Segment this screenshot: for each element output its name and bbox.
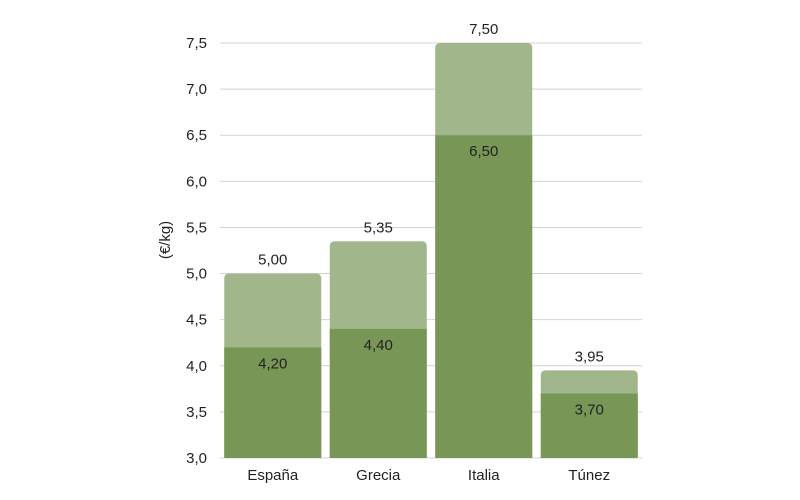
data-label-upper: 5,00 xyxy=(258,252,287,269)
x-axis-categories: España Grecia Italia Túnez xyxy=(247,467,610,484)
data-label-lower: 4,40 xyxy=(364,337,393,354)
y-tick-label: 5,5 xyxy=(186,219,207,236)
data-label-lower: 4,20 xyxy=(258,355,287,372)
bar-lower-túnez xyxy=(540,393,638,458)
data-label-upper: 3,95 xyxy=(575,348,604,365)
y-tick-label: 3,0 xyxy=(186,450,207,467)
y-tick-label: 6,5 xyxy=(186,127,207,144)
data-label-upper: 5,35 xyxy=(364,219,393,236)
y-axis-title: (€/kg) xyxy=(157,221,174,259)
data-label-lower: 6,50 xyxy=(469,143,498,160)
data-label-upper: 7,50 xyxy=(469,21,498,38)
x-category-label: Túnez xyxy=(568,467,610,484)
data-labels: 5,00 4,20 5,35 4,40 7,50 6,50 3,95 3,70 xyxy=(258,21,604,418)
y-tick-label: 4,5 xyxy=(186,312,207,329)
bar-lower-grecia xyxy=(329,328,427,458)
x-category-label: España xyxy=(247,467,299,484)
y-axis-ticks: 3,0 3,5 4,0 4,5 5,0 5,5 6,0 6,5 7,0 7,5 xyxy=(186,35,207,467)
y-tick-label: 3,5 xyxy=(186,404,207,421)
x-category-label: Italia xyxy=(468,467,500,484)
x-category-label: Grecia xyxy=(356,467,401,484)
bars xyxy=(224,43,638,458)
y-tick-label: 6,0 xyxy=(186,173,207,190)
y-tick-label: 4,0 xyxy=(186,358,207,375)
y-tick-label: 7,0 xyxy=(186,81,207,98)
data-label-lower: 3,70 xyxy=(575,401,604,418)
bar-lower-españa xyxy=(224,347,322,458)
y-tick-label: 5,0 xyxy=(186,266,207,283)
y-tick-label: 7,5 xyxy=(186,35,207,52)
bar-lower-italia xyxy=(435,135,533,458)
